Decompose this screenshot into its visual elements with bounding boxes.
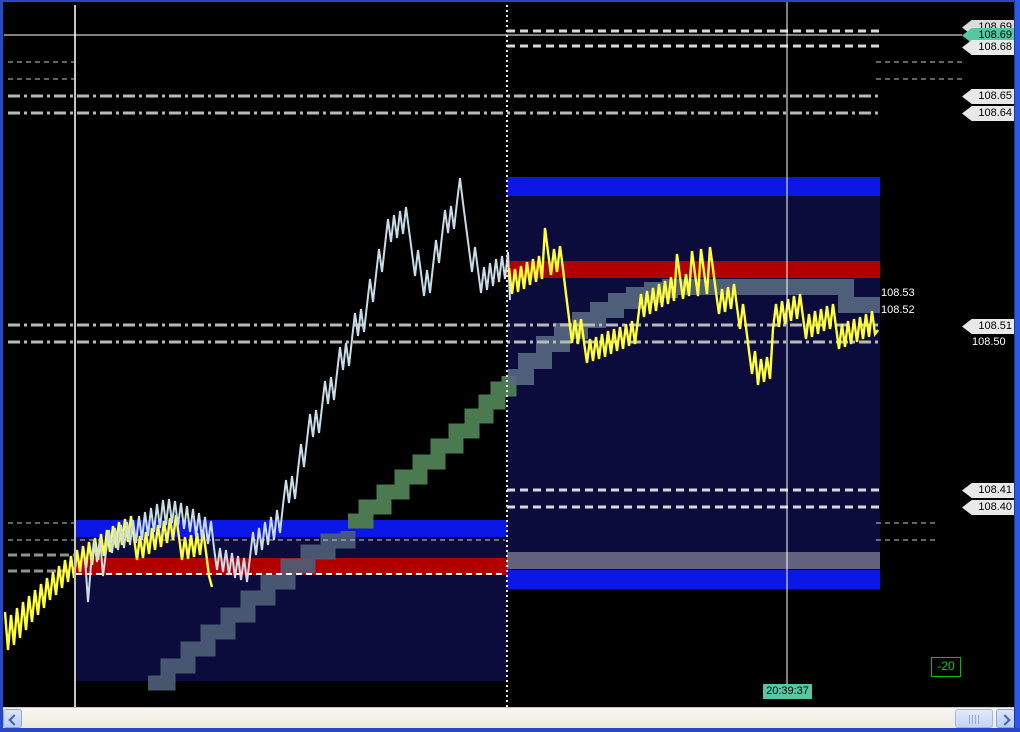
chevron-right-icon <box>999 714 1011 726</box>
window-border-right <box>1014 0 1020 732</box>
pale-blue-zigzag <box>84 177 511 603</box>
chart-canvas[interactable] <box>0 0 1020 707</box>
slate-step-right <box>508 279 880 385</box>
chevron-left-icon <box>8 714 20 726</box>
counter-badge: -20 <box>931 657 961 677</box>
thumb-grip-icon <box>969 715 980 724</box>
window-border-bottom <box>0 728 1020 732</box>
right-gray-band <box>507 552 880 569</box>
window-border-top <box>0 0 1020 2</box>
window-border-left <box>0 0 3 732</box>
right-session-bg <box>507 177 880 590</box>
crosshair-timestamp: 20:39:37 <box>763 684 812 699</box>
right-blue-band-top <box>507 177 880 196</box>
scroll-right-button[interactable] <box>996 709 1015 728</box>
slate-step-left <box>148 531 356 691</box>
scrollbar-thumb[interactable] <box>955 709 993 728</box>
scroll-left-button[interactable] <box>3 709 22 728</box>
right-blue-band-bottom <box>507 570 880 589</box>
horizontal-scrollbar[interactable] <box>3 707 1015 729</box>
yellow-zigzag-right <box>507 227 879 386</box>
green-step <box>348 376 517 529</box>
